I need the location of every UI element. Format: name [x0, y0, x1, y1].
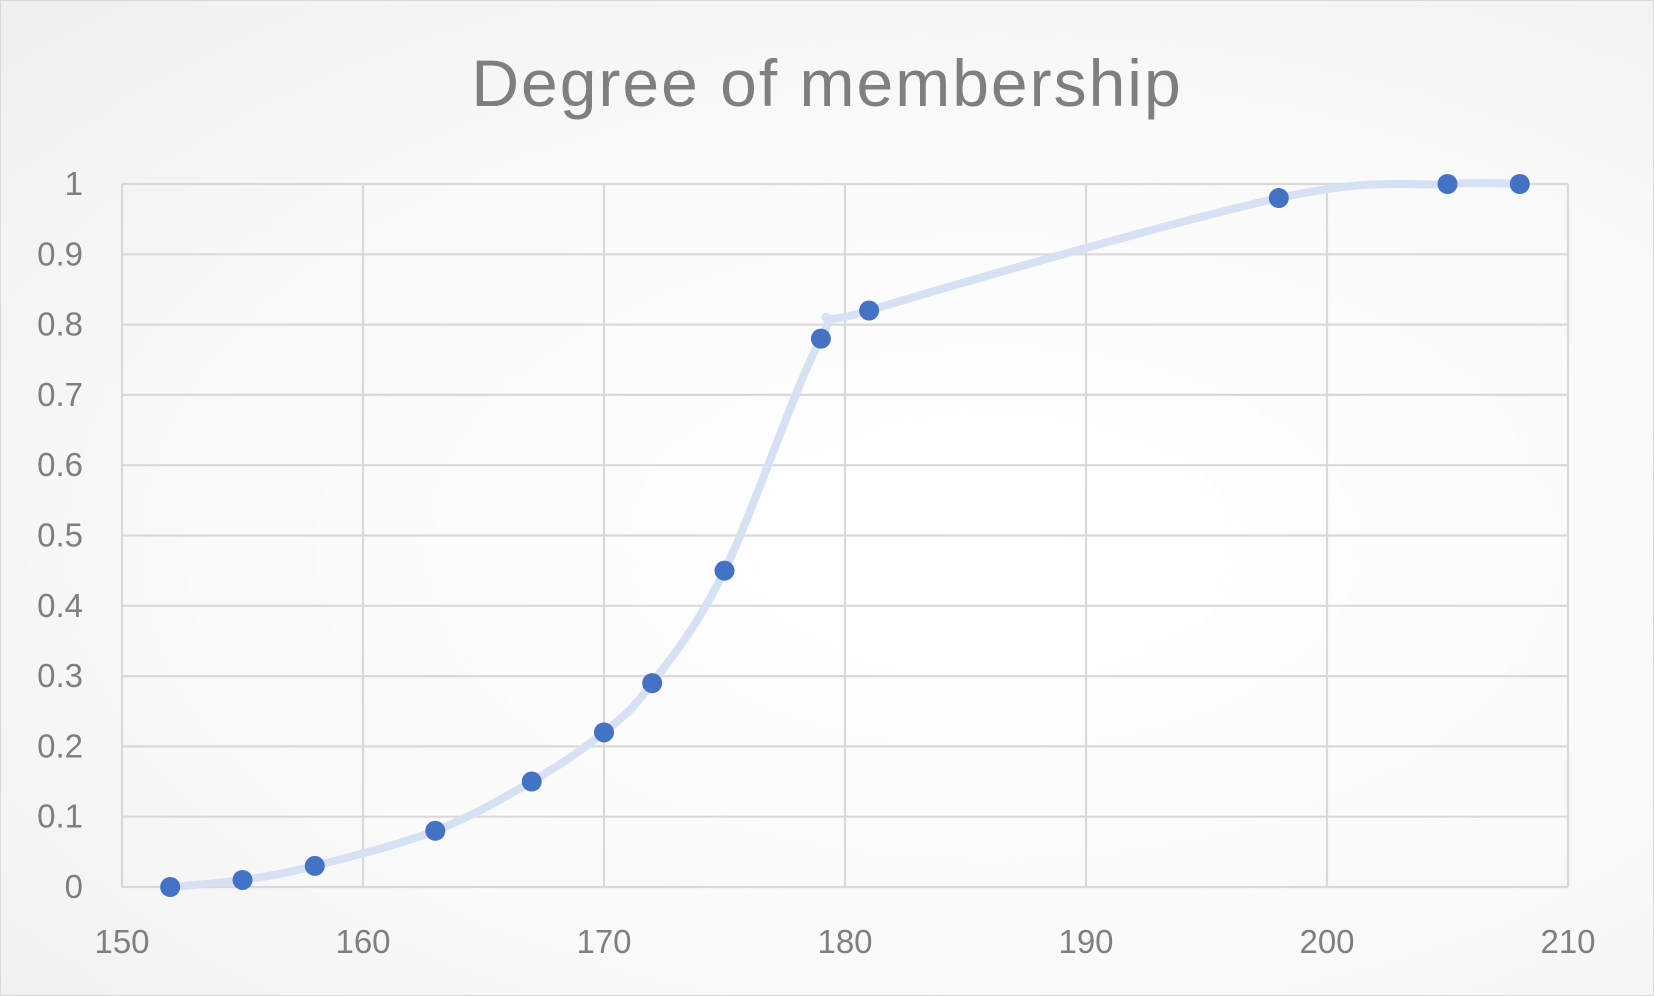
y-tick-label: 0	[65, 868, 83, 905]
y-tick-label: 0.8	[37, 306, 83, 343]
y-tick-label: 0.1	[37, 798, 83, 835]
x-tick-label: 150	[94, 923, 149, 960]
data-point	[232, 869, 253, 890]
data-point	[810, 328, 831, 349]
x-tick-label: 200	[1299, 923, 1354, 960]
y-tick-label: 0.3	[37, 657, 83, 694]
x-axis-tick-labels: 150 160 170 180 190 200 210	[94, 923, 1595, 960]
x-tick-label: 190	[1058, 923, 1113, 960]
data-point	[859, 300, 880, 321]
data-point	[714, 560, 735, 581]
x-tick-label: 170	[576, 923, 631, 960]
data-point	[1509, 174, 1530, 194]
x-tick-label: 180	[817, 923, 872, 960]
data-point	[594, 722, 614, 743]
chart-title: Degree of membership	[471, 46, 1182, 120]
y-tick-label: 0.7	[37, 376, 83, 413]
y-axis-tick-labels: 0 0.1 0.2 0.3 0.4 0.5 0.6 0.7 0.8 0.9 1	[37, 165, 83, 905]
data-points	[160, 174, 1530, 897]
data-point	[642, 673, 663, 694]
y-tick-label: 0.2	[37, 727, 83, 764]
data-point	[521, 771, 542, 792]
y-tick-label: 0.4	[37, 587, 83, 624]
y-tick-label: 0.5	[37, 517, 83, 554]
data-point	[160, 877, 181, 897]
y-tick-label: 0.9	[37, 235, 83, 272]
data-point	[425, 820, 446, 841]
y-tick-label: 1	[65, 165, 83, 202]
data-point	[1437, 174, 1458, 194]
x-tick-label: 160	[335, 923, 390, 960]
data-point	[304, 855, 325, 876]
x-tick-label: 210	[1540, 923, 1595, 960]
data-point	[1268, 188, 1289, 209]
y-tick-label: 0.6	[37, 446, 83, 483]
gridlines	[120, 182, 1570, 889]
